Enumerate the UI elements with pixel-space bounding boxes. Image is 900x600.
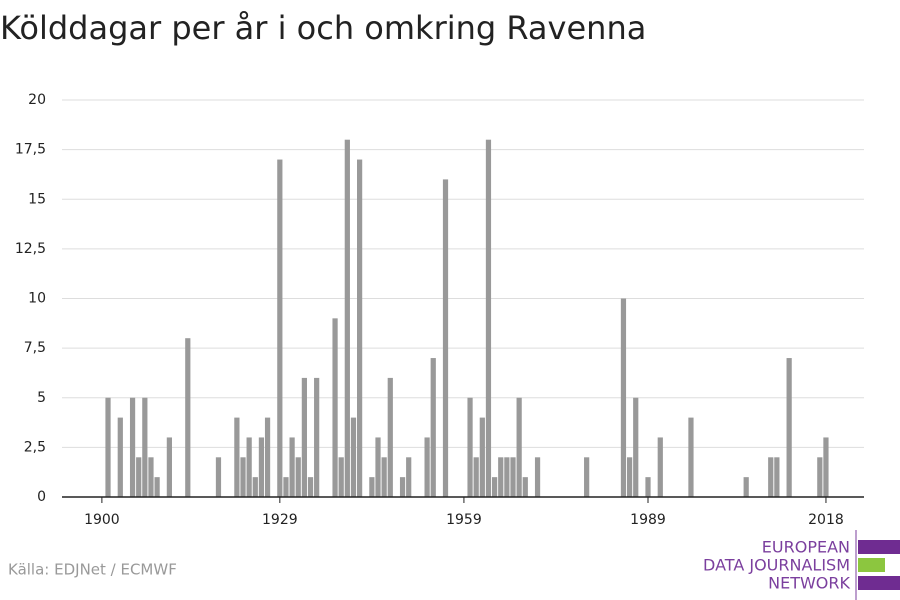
bar <box>688 417 694 497</box>
y-tick-label: 2,5 <box>24 439 46 455</box>
y-tick-label: 20 <box>28 92 46 108</box>
logo-bar <box>858 576 900 590</box>
bar <box>516 397 522 497</box>
bar <box>129 397 136 497</box>
bar <box>387 377 393 497</box>
bar <box>473 457 479 497</box>
bar <box>350 417 357 497</box>
bar <box>645 477 651 497</box>
bar <box>626 457 633 497</box>
bar <box>240 457 246 497</box>
bar <box>338 457 344 497</box>
bar <box>142 397 148 497</box>
bar <box>344 139 350 497</box>
bar <box>381 457 387 497</box>
bar <box>332 318 338 497</box>
logo-bar <box>858 540 900 554</box>
bar <box>504 457 510 497</box>
bar <box>774 457 780 497</box>
chart-title: Kölddagar per år i och omkring Ravenna <box>0 9 646 47</box>
bar <box>485 139 492 497</box>
bar <box>258 437 265 497</box>
bar <box>117 417 123 497</box>
logo-bar <box>858 558 885 572</box>
y-tick-label: 12,5 <box>15 241 46 257</box>
bar <box>234 417 240 497</box>
y-tick-label: 0 <box>37 489 46 505</box>
bar <box>136 457 142 497</box>
bar <box>467 397 473 497</box>
bar <box>743 477 749 497</box>
x-tick-label: 2018 <box>808 512 844 528</box>
x-tick-label: 1900 <box>84 512 120 528</box>
logo-text: NETWORK <box>768 574 850 593</box>
bar <box>307 477 314 497</box>
bar <box>215 457 222 497</box>
bar <box>479 417 485 497</box>
bar <box>633 397 639 497</box>
bar <box>534 457 541 497</box>
bar <box>424 437 430 497</box>
bar <box>295 457 301 497</box>
bar <box>522 477 528 497</box>
bar <box>817 457 823 497</box>
bar <box>498 457 504 497</box>
bar <box>289 437 295 497</box>
bar <box>823 437 829 497</box>
bar <box>246 437 252 497</box>
bar <box>277 159 283 498</box>
bar <box>406 457 412 497</box>
bar <box>154 477 160 497</box>
bar <box>264 417 271 497</box>
y-tick-label: 10 <box>28 291 46 307</box>
bar <box>301 377 307 497</box>
bar <box>105 397 111 497</box>
x-tick-label: 1959 <box>446 512 482 528</box>
bar <box>584 457 590 497</box>
x-tick-label: 1929 <box>262 512 298 528</box>
bar <box>786 358 792 497</box>
bar <box>252 477 258 497</box>
bar <box>620 298 627 497</box>
y-tick-label: 7,5 <box>24 340 46 356</box>
bar <box>442 179 449 497</box>
bar <box>369 477 375 497</box>
y-tick-label: 15 <box>28 191 46 207</box>
bar <box>399 477 406 497</box>
bar <box>314 377 320 497</box>
bar <box>166 437 172 497</box>
y-tick-label: 5 <box>37 390 46 406</box>
bar <box>657 437 663 497</box>
bar <box>356 159 363 498</box>
logo-text: DATA JOURNALISM <box>703 556 850 575</box>
bar <box>491 477 498 497</box>
bar <box>375 437 381 497</box>
y-tick-label: 17,5 <box>15 142 46 158</box>
bar <box>283 477 289 497</box>
x-tick-label: 1989 <box>630 512 666 528</box>
logo-text: EUROPEAN <box>762 538 850 557</box>
bar <box>768 457 774 497</box>
bar <box>185 338 191 497</box>
bar <box>148 457 154 497</box>
bar <box>510 457 516 497</box>
source: Källa: EDJNet / ECMWF <box>8 561 177 579</box>
bar <box>430 358 436 497</box>
